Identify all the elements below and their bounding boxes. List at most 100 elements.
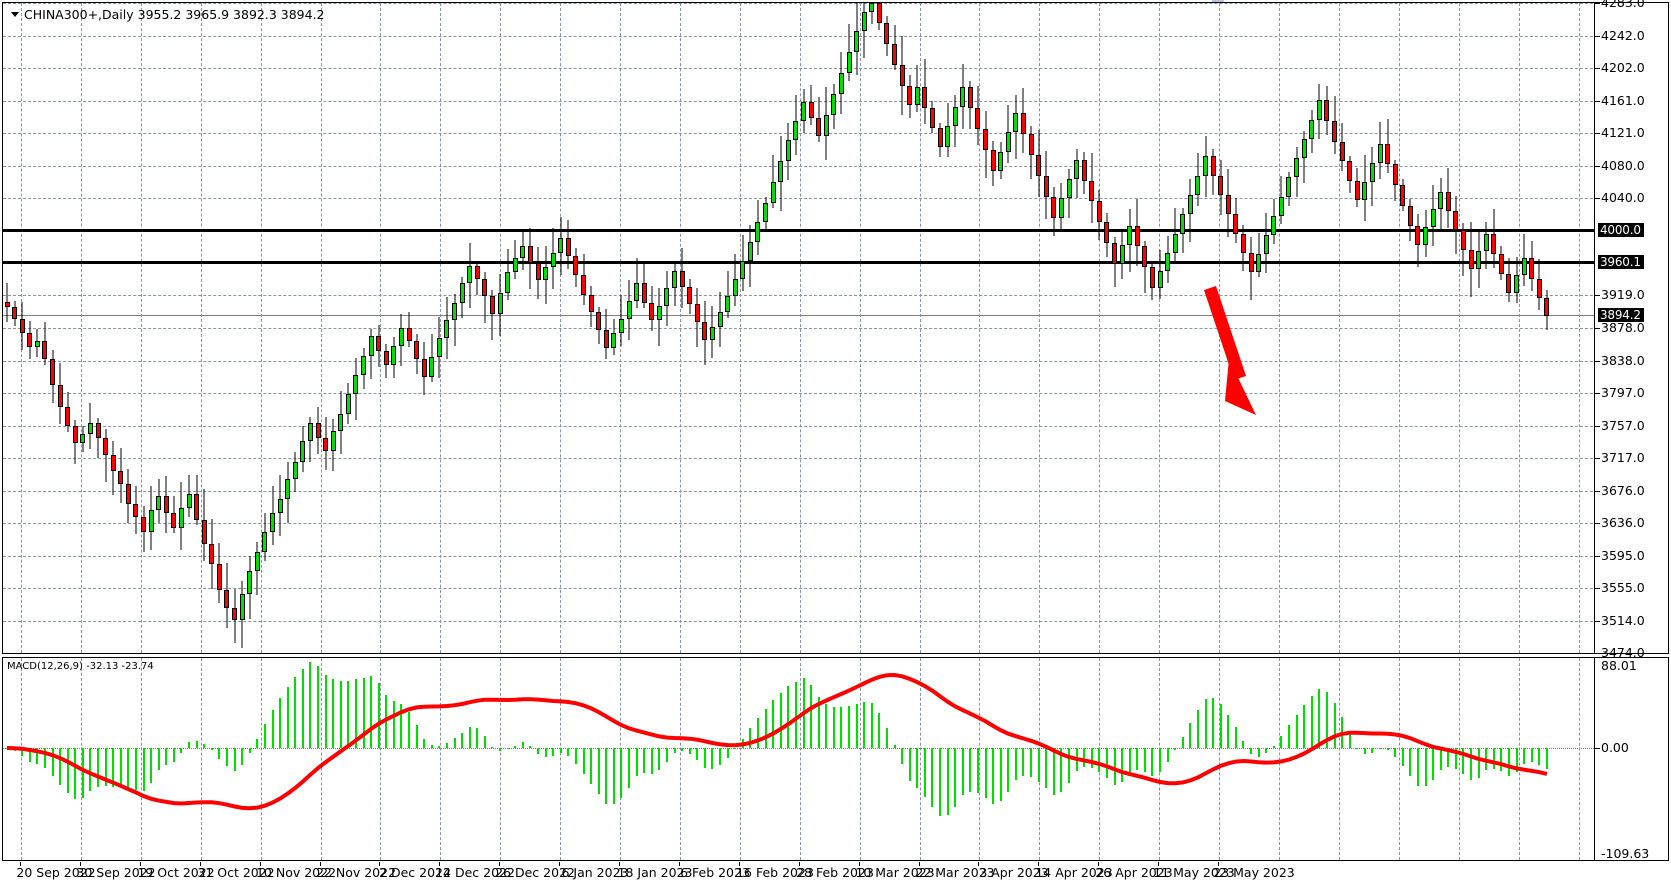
candlestick[interactable] (300, 3, 306, 653)
candlestick[interactable] (1445, 3, 1451, 653)
candlestick[interactable] (232, 3, 238, 653)
candlestick[interactable] (186, 3, 192, 653)
candlestick[interactable] (1134, 3, 1140, 653)
candlestick[interactable] (983, 3, 989, 653)
candlestick[interactable] (747, 3, 753, 653)
price-axis[interactable]: 4283.0 4242.0 4202.0 4161.0 4121.0 4080.0 4040… (1594, 0, 1668, 659)
candlestick[interactable] (1468, 3, 1474, 653)
candlestick[interactable] (338, 3, 344, 653)
candlestick[interactable] (247, 3, 253, 653)
candlestick[interactable] (1112, 3, 1117, 653)
candlestick[interactable] (618, 3, 624, 653)
candlestick[interactable] (1271, 3, 1277, 653)
candlestick[interactable] (967, 3, 973, 653)
candlestick[interactable] (376, 3, 382, 653)
candlestick[interactable] (763, 3, 769, 653)
candlestick[interactable] (884, 3, 890, 653)
candlestick[interactable] (1119, 3, 1125, 653)
candlestick[interactable] (1180, 3, 1186, 653)
candlestick[interactable] (1347, 3, 1353, 653)
candlestick[interactable] (277, 3, 283, 653)
candlestick[interactable] (42, 3, 48, 653)
candlestick[interactable] (429, 3, 435, 653)
candlestick[interactable] (565, 3, 571, 653)
candlestick[interactable] (1400, 3, 1406, 653)
candlestick[interactable] (1498, 3, 1504, 653)
candlestick[interactable] (1089, 3, 1095, 653)
candlestick[interactable] (603, 3, 609, 653)
candlestick[interactable] (1491, 3, 1497, 653)
candlestick[interactable] (285, 3, 291, 653)
candlestick[interactable] (808, 3, 814, 653)
candlestick[interactable] (778, 3, 784, 653)
candlestick[interactable] (171, 3, 177, 653)
candlestick[interactable] (1278, 3, 1284, 653)
candlestick[interactable] (588, 3, 594, 653)
candlestick[interactable] (474, 3, 480, 653)
candlestick[interactable] (846, 3, 852, 653)
candlestick[interactable] (398, 3, 404, 653)
candlestick[interactable] (368, 3, 374, 653)
candlestick[interactable] (641, 3, 647, 653)
candlestick[interactable] (391, 3, 397, 653)
candlestick[interactable] (816, 3, 822, 653)
candlestick[interactable] (1036, 3, 1042, 653)
candlestick[interactable] (679, 3, 685, 653)
candlestick[interactable] (1013, 3, 1019, 653)
candlestick[interactable] (1415, 3, 1421, 653)
candlestick[interactable] (315, 3, 321, 653)
candlestick[interactable] (1203, 3, 1209, 653)
candlestick[interactable] (1142, 3, 1148, 653)
price-level-support[interactable] (3, 261, 1668, 265)
candlestick[interactable] (1521, 3, 1527, 653)
candlestick[interactable] (216, 3, 222, 653)
candlestick[interactable] (307, 3, 313, 653)
candlestick[interactable] (694, 3, 700, 653)
candlestick[interactable] (937, 3, 943, 653)
candlestick[interactable] (292, 3, 298, 653)
candlestick[interactable] (1081, 3, 1087, 653)
candlestick[interactable] (1423, 3, 1429, 653)
candlestick[interactable] (1043, 3, 1049, 653)
macd-plot-area[interactable] (3, 658, 1668, 860)
candlestick[interactable] (1309, 3, 1315, 653)
candlestick[interactable] (1218, 3, 1224, 653)
candlestick[interactable] (823, 3, 829, 653)
candlestick[interactable] (1483, 3, 1489, 653)
candlestick[interactable] (239, 3, 245, 653)
candlestick[interactable] (1149, 3, 1155, 653)
candlestick[interactable] (467, 3, 473, 653)
candlestick[interactable] (975, 3, 981, 653)
candlestick[interactable] (1294, 3, 1300, 653)
candlestick[interactable] (649, 3, 655, 653)
candlestick[interactable] (1066, 3, 1072, 653)
candlestick[interactable] (1005, 3, 1011, 653)
candlestick[interactable] (110, 3, 116, 653)
macd-indicator-panel[interactable]: MACD(12,26,9) -32.13 -23.74 88.01 0.00 -10… (2, 657, 1669, 861)
candlestick[interactable] (656, 3, 662, 653)
candlestick[interactable] (1074, 3, 1080, 653)
candlestick[interactable] (785, 3, 791, 653)
candlestick[interactable] (907, 3, 913, 653)
candlestick[interactable] (1460, 3, 1466, 653)
candlestick[interactable] (929, 3, 935, 653)
candlestick[interactable] (421, 3, 427, 653)
candlestick[interactable] (1407, 3, 1413, 653)
candlestick[interactable] (4, 3, 10, 653)
candlestick[interactable] (497, 3, 503, 653)
candlestick[interactable] (1369, 3, 1375, 653)
candlestick[interactable] (899, 3, 905, 653)
candlestick[interactable] (1301, 3, 1307, 653)
candlestick[interactable] (1354, 3, 1360, 653)
candlestick[interactable] (709, 3, 715, 653)
candlestick[interactable] (444, 3, 450, 653)
candlestick[interactable] (1544, 3, 1550, 653)
candlestick[interactable] (209, 3, 215, 653)
candlestick[interactable] (125, 3, 131, 653)
candlestick[interactable] (1051, 3, 1057, 653)
candlestick[interactable] (626, 3, 632, 653)
candlestick[interactable] (520, 3, 526, 653)
candlestick[interactable] (12, 3, 18, 653)
candlestick[interactable] (194, 3, 200, 653)
candlestick[interactable] (1104, 3, 1110, 653)
